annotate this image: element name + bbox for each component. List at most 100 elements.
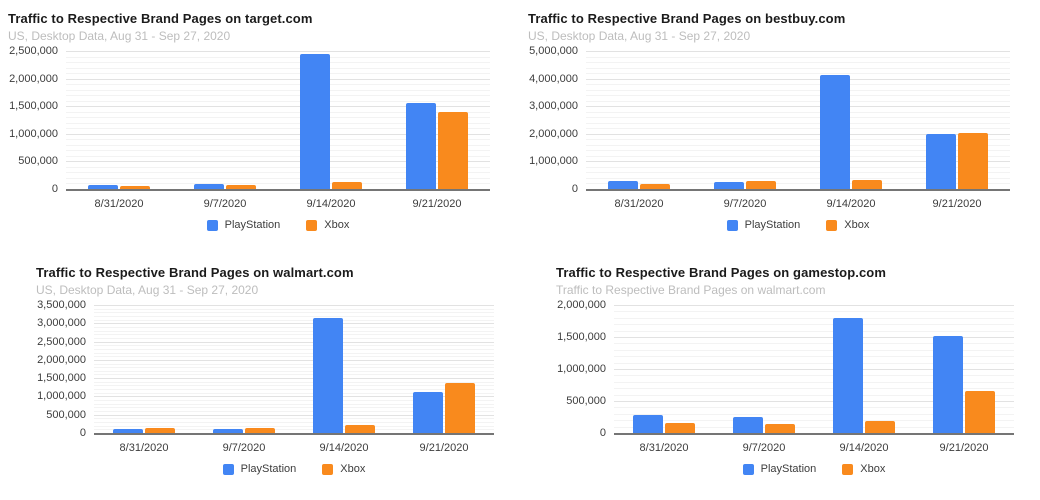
gridline-minor <box>66 155 490 157</box>
y-axis: 2,500,000 2,000,000 1,500,000 1,000,000 500,… <box>8 45 66 195</box>
legend-swatch-playstation <box>742 463 754 475</box>
y-tick-label: 2,500,000 <box>9 45 58 57</box>
bar-xbox <box>145 427 175 433</box>
bar-group <box>914 305 1014 433</box>
legend-item-xbox: Xbox <box>826 219 869 231</box>
x-tick-label: 9/21/2020 <box>412 198 462 210</box>
gridline-minor <box>66 177 490 179</box>
gridline-minor <box>614 413 1014 415</box>
y-tick-label: 1,500,000 <box>557 331 606 343</box>
chart-title: Traffic to Respective Brand Pages on wal… <box>36 265 354 280</box>
legend-swatch-playstation <box>222 463 234 475</box>
legend: PlayStation Xbox <box>66 219 490 231</box>
gridline-minor <box>66 166 490 168</box>
y-tick-label: 1,500,000 <box>9 100 58 113</box>
y-axis: 5,000,000 4,000,000 3,000,000 2,000,000 1,00… <box>528 45 586 195</box>
y-tick-label: 3,000,000 <box>37 317 86 330</box>
gridline-minor <box>614 388 1014 390</box>
gridline-minor <box>66 117 490 119</box>
x-axis: 8/31/2020 9/7/2020 9/14/2020 9/21/2020 <box>94 442 494 454</box>
gridline-minor <box>66 122 490 124</box>
bar-group <box>294 305 394 433</box>
y-axis: 3,500,000 3,000,000 2,500,000 2,000,000 1,50… <box>36 299 94 439</box>
bar-xbox <box>746 181 776 189</box>
gridline-minor <box>94 367 494 369</box>
bar-playstation <box>926 133 956 189</box>
gridline-minor <box>614 362 1014 364</box>
y-tick-label: 1,000,000 <box>9 127 58 140</box>
gridline-major <box>614 337 1014 338</box>
gridline-minor <box>614 420 1014 422</box>
legend-item-xbox: Xbox <box>842 463 885 475</box>
bar-groups <box>586 51 1010 189</box>
legend-label-playstation: PlayStation <box>744 219 801 231</box>
gridline-major <box>94 414 494 416</box>
gridline-minor <box>586 117 1010 119</box>
legend: PlayStation Xbox <box>586 219 1010 231</box>
legend-item-playstation: PlayStation <box>206 219 281 231</box>
gridline-minor <box>66 100 490 102</box>
x-axis: 8/31/2020 9/7/2020 9/14/2020 9/21/2020 <box>586 198 1010 210</box>
bar-group <box>278 51 384 189</box>
gridline-minor <box>94 403 494 405</box>
chart-title: Traffic to Respective Brand Pages on gam… <box>556 265 886 280</box>
gridline-major <box>614 369 1014 370</box>
gridline-minor <box>94 334 494 336</box>
y-tick-label: 500,000 <box>566 395 606 407</box>
x-tick-label: 9/7/2020 <box>723 198 767 210</box>
gridline-major <box>94 396 494 398</box>
x-tick-label: 9/21/2020 <box>419 442 469 454</box>
plot-column: 8/31/2020 9/7/2020 9/14/2020 9/21/2020 Play… <box>614 305 1014 475</box>
y-tick-label: 0 <box>79 427 86 439</box>
gridline-minor <box>614 317 1014 319</box>
gridline-minor <box>614 375 1014 377</box>
gridline-minor <box>94 422 494 424</box>
gridline-minor <box>66 73 490 75</box>
gridline-minor <box>94 308 494 310</box>
y-tick-label: 2,000,000 <box>557 299 606 311</box>
plot-area <box>586 51 1010 191</box>
legend-item-xbox: Xbox <box>306 219 349 231</box>
x-tick-label: 8/31/2020 <box>119 442 169 454</box>
plot-area <box>614 305 1014 435</box>
y-tick-label: 2,000,000 <box>9 72 58 85</box>
chart-title: Traffic to Respective Brand Pages on tar… <box>8 11 313 26</box>
gridline-minor <box>94 312 494 314</box>
bar-group <box>172 51 278 189</box>
gridline-minor <box>586 111 1010 113</box>
plot-column: 8/31/2020 9/7/2020 9/14/2020 9/21/2020 Play… <box>586 51 1010 231</box>
gridline-minor <box>614 381 1014 383</box>
legend-swatch-playstation <box>726 219 738 231</box>
gridline-minor <box>94 407 494 409</box>
gridline-minor <box>94 326 494 328</box>
gridline-minor <box>94 400 494 402</box>
gridline-minor <box>586 128 1010 130</box>
bar-playstation <box>933 336 963 433</box>
gridline-minor <box>614 311 1014 313</box>
gridline-minor <box>586 122 1010 124</box>
chart-card-gamestop: Traffic to Respective Brand Pages on gam… <box>520 250 1040 500</box>
gridline-minor <box>586 144 1010 146</box>
gridline-minor <box>586 166 1010 168</box>
bar-xbox <box>640 184 670 189</box>
legend-label-xbox: Xbox <box>844 219 870 231</box>
bar-group <box>384 51 490 189</box>
chart-body: 2,500,000 2,000,000 1,500,000 1,000,000 500,… <box>8 45 490 231</box>
legend-swatch-xbox <box>842 463 854 475</box>
bar-group <box>614 305 714 433</box>
gridline-minor <box>586 172 1010 174</box>
bar-xbox <box>226 185 256 189</box>
y-tick-label: 2,500,000 <box>37 335 86 348</box>
legend-item-playstation: PlayStation <box>222 463 296 475</box>
legend-label-playstation: PlayStation <box>224 219 281 231</box>
gridline-minor <box>614 330 1014 332</box>
gridline-major <box>94 341 494 343</box>
y-tick-label: 0 <box>599 427 606 439</box>
gridline-minor <box>94 370 494 372</box>
y-tick-label: 5,000,000 <box>529 45 578 57</box>
gridline-major <box>94 378 494 380</box>
bar-xbox <box>765 424 795 433</box>
chart-subtitle: US, Desktop Data, Aug 31 - Sep 27, 2020 <box>36 283 259 297</box>
gridline-minor <box>66 150 490 152</box>
gridline-minor <box>66 144 490 146</box>
